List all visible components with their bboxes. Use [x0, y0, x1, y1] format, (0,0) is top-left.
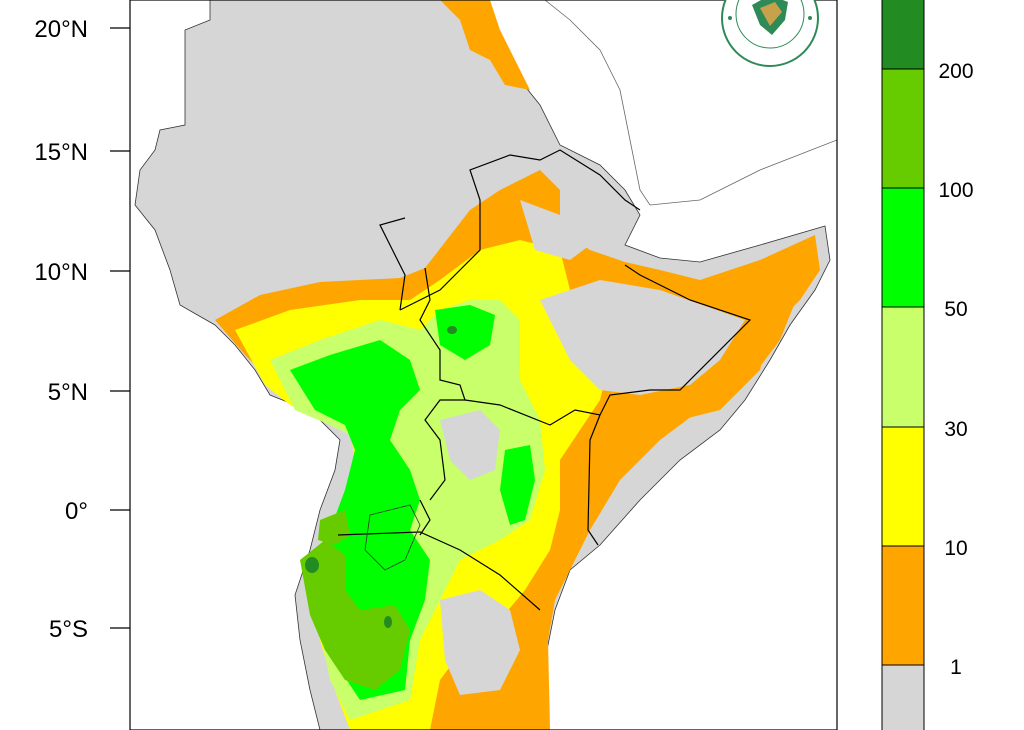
rain-200-plus-spot-1: [305, 557, 319, 573]
latitude-axis: 20°N 15°N 10°N 5°N 0° 5°S: [34, 16, 130, 643]
colorbar-swatch-5: [882, 69, 924, 188]
arabian-coastline: [544, 0, 837, 206]
lat-label-5s: 5°S: [49, 616, 88, 643]
rain-200-plus-spot-2: [384, 616, 392, 628]
colorbar-swatch-4: [882, 188, 924, 307]
colorbar-label-100: 100: [938, 179, 973, 202]
lake-victoria: [364, 504, 421, 571]
lat-label-5n: 5°N: [48, 379, 88, 406]
colorbar-swatch-3: [882, 307, 924, 427]
rain-200-plus-spot-3: [447, 326, 457, 334]
rain-100-200-region: [300, 540, 410, 690]
colorbar-swatch-2: [882, 427, 924, 546]
lat-label-10n: 10°N: [34, 259, 88, 286]
colorbar-label-10: 10: [944, 537, 967, 560]
colorbar-label-30: 30: [944, 418, 967, 441]
colorbar-label-1: 1: [950, 656, 962, 679]
lat-label-20n: 20°N: [34, 16, 88, 43]
dry-patch-tanzania: [440, 590, 520, 695]
dry-patch-north: [520, 200, 590, 260]
country-borders: [337, 149, 752, 611]
rain-50-100-patch-ethiopia: [435, 305, 495, 360]
dry-patch-somali: [540, 280, 745, 395]
colorbar: 1 10 30 50 100 200: [881, 0, 974, 730]
colorbar-label-200: 200: [938, 60, 973, 83]
rain-50-100-patch-kenya: [500, 445, 535, 525]
map-layers: [134, 0, 837, 730]
colorbar-swatch-0: [882, 665, 924, 730]
igad-logo-icon: [721, 0, 819, 67]
dry-patch-kenya: [440, 410, 500, 480]
colorbar-label-50: 50: [944, 298, 967, 321]
lat-label-0: 0°: [65, 498, 88, 525]
colorbar-swatch-1: [882, 546, 924, 665]
lat-label-15n: 15°N: [34, 139, 88, 166]
rain-100-200-patch-west: [318, 510, 350, 545]
colorbar-swatch-6: [882, 0, 924, 69]
rain-1-10-patch-north: [440, 0, 530, 90]
map-frame: [129, 0, 838, 730]
